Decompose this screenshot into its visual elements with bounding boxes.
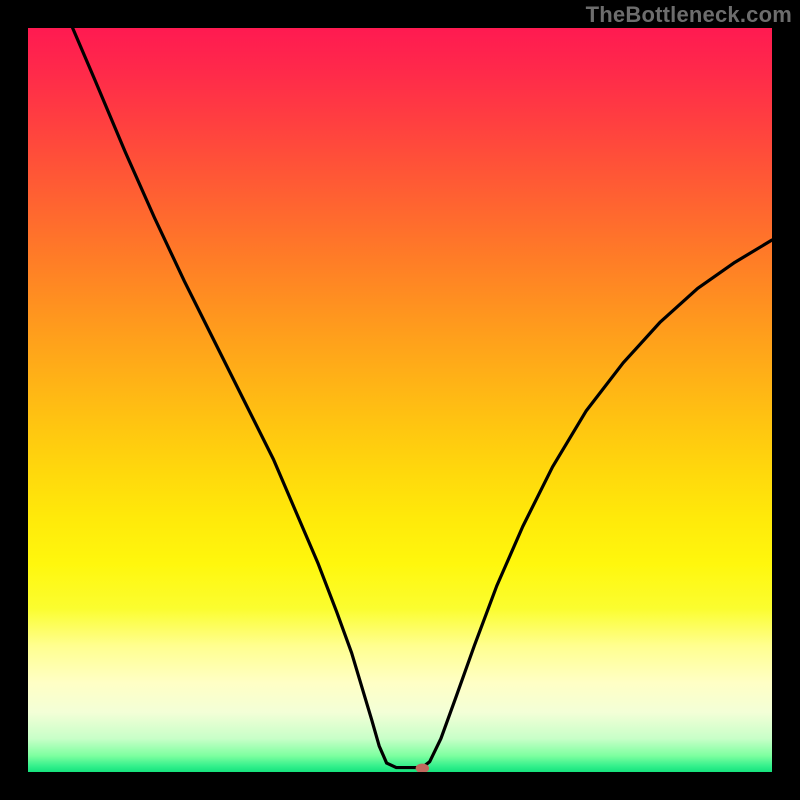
figure: { "watermark": { "text": "TheBottleneck.… (0, 0, 800, 800)
gradient-rect (28, 28, 772, 772)
watermark-text: TheBottleneck.com (586, 2, 792, 28)
plot-area (28, 28, 772, 772)
chart-svg (28, 28, 772, 772)
